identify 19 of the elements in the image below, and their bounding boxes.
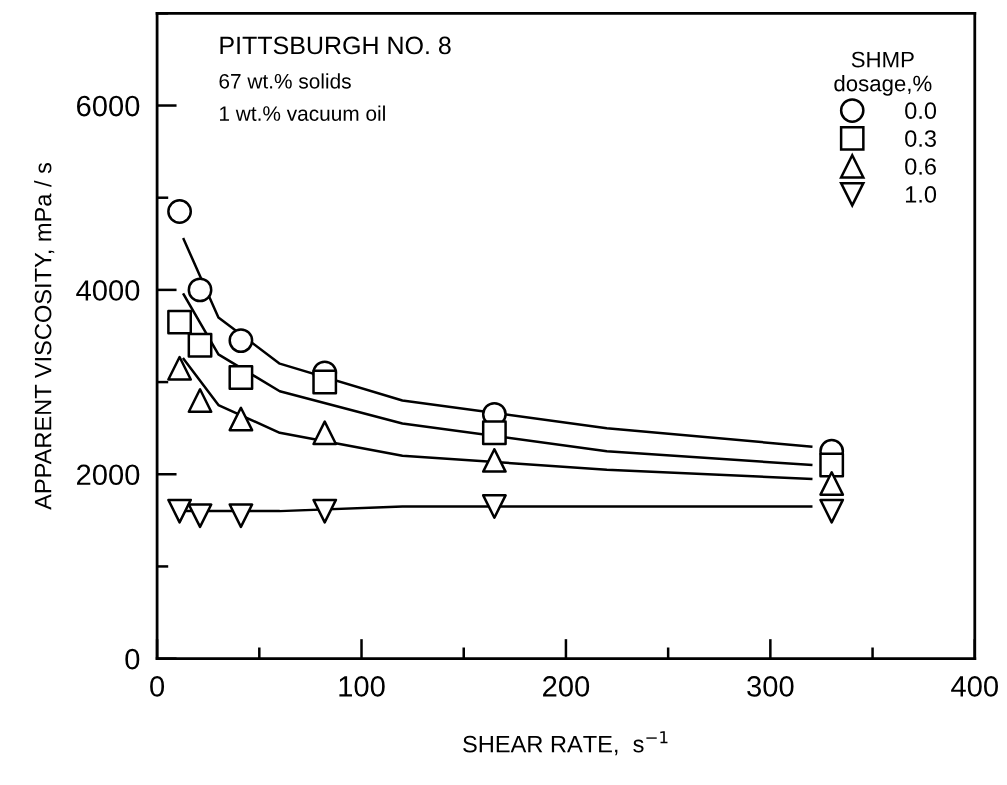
y-tick-label: 6000 <box>77 95 140 117</box>
y-axis-title: APPARENT VISCOSITY, mPa / s <box>34 162 55 510</box>
x-tick-label: 300 <box>747 676 794 697</box>
x-tick-label: 200 <box>543 676 590 697</box>
y-tick-label: 2000 <box>77 464 140 486</box>
x-tick-label: 100 <box>339 676 385 697</box>
legend-label: 0.3 <box>905 130 936 147</box>
legend-label: 0.6 <box>905 158 936 175</box>
annotation: 67 wt.% solids <box>219 73 351 89</box>
x-tick-label: 0 <box>150 676 165 697</box>
legend-title: SHMP dosage,% <box>834 51 932 96</box>
y-tick-label: 4000 <box>76 280 140 301</box>
legend-label: 0.0 <box>905 102 937 120</box>
annotation: PITTSBURGH NO. 8 <box>220 36 451 55</box>
y-tick-label: 0 <box>125 648 140 670</box>
x-tick-label: 400 <box>951 676 998 697</box>
annotation: 1 wt.% vacuum oil <box>220 105 385 121</box>
legend-label: 1.0 <box>905 186 937 203</box>
x-axis-title: SHEAR RATE, s$^{−1}$ <box>463 731 668 756</box>
